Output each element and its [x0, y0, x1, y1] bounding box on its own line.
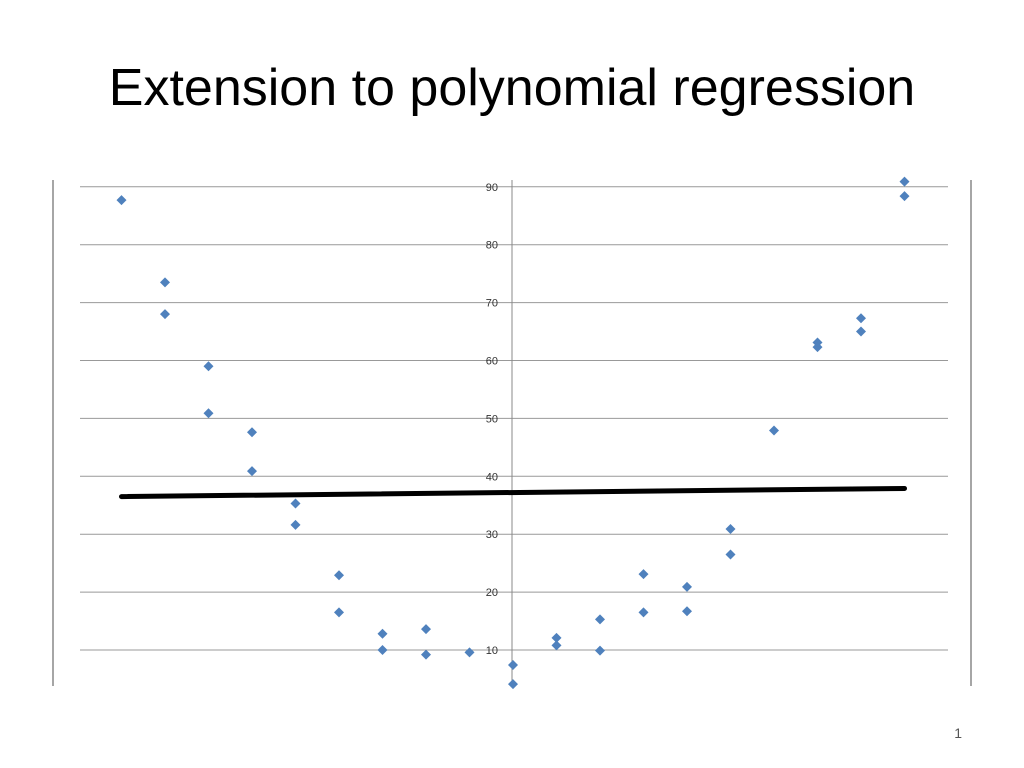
data-point — [638, 569, 649, 580]
gridlines — [80, 186, 948, 651]
data-point — [812, 342, 823, 353]
data-point — [595, 614, 605, 625]
data-point — [769, 425, 779, 436]
data-point — [856, 313, 866, 324]
data-point — [290, 498, 301, 509]
data-point — [247, 466, 257, 477]
y-tick-label: 70 — [486, 298, 498, 310]
data-point — [421, 624, 431, 635]
y-tick-label: 50 — [486, 413, 498, 425]
data-point — [203, 408, 214, 419]
data-point — [856, 326, 866, 337]
y-tick-label: 90 — [486, 182, 498, 194]
y-tick-label: 30 — [486, 529, 498, 541]
data-point — [203, 361, 214, 372]
data-point — [682, 606, 692, 617]
slide-number: 1 — [954, 725, 962, 741]
data-point — [377, 628, 388, 639]
data-point — [290, 519, 301, 530]
linear-fit-line — [119, 485, 907, 500]
data-point — [377, 645, 388, 655]
data-point — [116, 195, 127, 206]
data-points — [116, 176, 910, 690]
data-point — [682, 581, 692, 592]
data-point — [508, 679, 518, 690]
y-tick-label: 60 — [486, 356, 498, 368]
y-tick-label: 10 — [486, 645, 498, 657]
data-point — [334, 570, 344, 581]
y-tick-label: 40 — [486, 471, 498, 483]
data-point — [508, 660, 518, 671]
data-point — [334, 607, 344, 618]
slide-title: Extension to polynomial regression — [108, 59, 916, 117]
data-point — [638, 607, 649, 618]
y-tick-labels: 10 20 30 40 50 60 70 80 90 — [486, 182, 498, 657]
y-tick-label: 20 — [486, 587, 498, 599]
data-point — [247, 427, 257, 438]
data-point — [725, 549, 736, 560]
data-point — [899, 176, 910, 187]
data-point — [725, 523, 736, 534]
data-point — [160, 309, 170, 320]
data-point — [551, 640, 562, 651]
data-point — [160, 277, 170, 288]
data-point — [899, 191, 910, 202]
data-point — [595, 645, 605, 656]
data-point — [551, 632, 562, 643]
data-point — [421, 649, 431, 660]
y-tick-label: 80 — [486, 240, 498, 252]
data-point — [464, 647, 475, 658]
